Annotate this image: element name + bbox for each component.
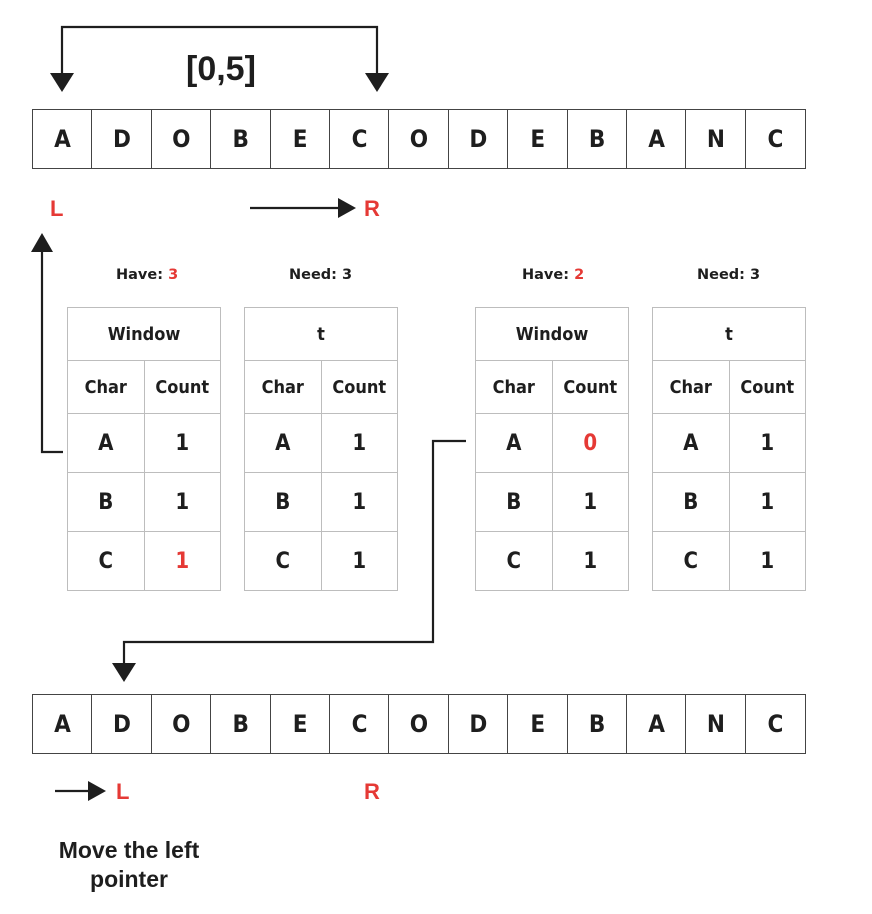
bottom-char: B	[566, 694, 628, 754]
row-count: 1	[728, 413, 806, 473]
row-count: 1	[551, 531, 629, 591]
row-count: 1	[320, 413, 398, 473]
row-count: 1	[551, 472, 629, 532]
range-bracket-right-arrowhead	[365, 73, 389, 92]
range-bracket-left-arrowhead	[50, 73, 74, 92]
table-title: t	[244, 307, 398, 361]
row-char: A	[652, 413, 730, 473]
have-value: 3	[168, 267, 179, 283]
row-char: C	[244, 531, 322, 591]
bottom-left-pointer: L	[116, 779, 130, 804]
count-header: Count	[551, 360, 629, 414]
bottom-right-pointer: R	[364, 779, 380, 804]
row-char: C	[652, 531, 730, 591]
right-pointer-arrowhead	[338, 198, 356, 218]
have-value: 2	[574, 267, 585, 283]
step-caption-line-1: Move the left	[58, 837, 200, 863]
bottom-char: D	[91, 694, 153, 754]
bottom-string: A D O B E C O D E B A N C	[32, 694, 806, 754]
row-char: A	[244, 413, 322, 473]
step-caption-line-2: pointer	[90, 866, 168, 892]
row-char: A	[475, 413, 553, 473]
table-title: Window	[67, 307, 221, 361]
right-window-table: Window Char Count A 0 B 1 C 1	[475, 307, 629, 591]
table-title: Window	[475, 307, 629, 361]
top-char: O	[150, 109, 212, 169]
top-char: C	[744, 109, 806, 169]
bottom-char: A	[32, 694, 93, 754]
top-char: B	[566, 109, 628, 169]
row-count-highlighted: 0	[551, 413, 629, 473]
row-count-highlighted: 1	[143, 531, 221, 591]
move-left-arrowhead	[112, 663, 136, 682]
left-pointer-arrowhead	[88, 781, 106, 801]
range-label: [0,5]	[186, 50, 256, 88]
row-char: B	[244, 472, 322, 532]
left-window-table: Window Char Count A 1 B 1 C 1	[67, 307, 221, 591]
count-header: Count	[320, 360, 398, 414]
row-count: 1	[320, 472, 398, 532]
top-char: E	[269, 109, 331, 169]
bottom-char: N	[685, 694, 747, 754]
top-char: C	[329, 109, 391, 169]
row-char: C	[475, 531, 553, 591]
top-char: B	[210, 109, 272, 169]
bottom-char: O	[388, 694, 450, 754]
bottom-char: E	[269, 694, 331, 754]
table-title: t	[652, 307, 806, 361]
have-label: Have:	[116, 267, 164, 283]
range-bracket	[60, 25, 379, 74]
top-char: A	[626, 109, 688, 169]
count-header: Count	[143, 360, 221, 414]
bottom-char: C	[329, 694, 391, 754]
have-label: Have:	[522, 267, 570, 283]
bottom-char: D	[447, 694, 509, 754]
left-return-arrowhead	[31, 233, 53, 252]
right-target-table: t Char Count A 1 B 1 C 1	[652, 307, 806, 591]
char-header: Char	[475, 360, 553, 414]
top-char: E	[507, 109, 569, 169]
right-have-caption: Have: 2	[522, 267, 584, 283]
left-target-table: t Char Count A 1 B 1 C 1	[244, 307, 398, 591]
top-char: D	[447, 109, 509, 169]
row-count: 1	[320, 531, 398, 591]
row-count: 1	[728, 531, 806, 591]
bottom-char: O	[150, 694, 212, 754]
step-caption: Move the left pointer	[24, 836, 234, 894]
char-header: Char	[652, 360, 730, 414]
row-char: C	[67, 531, 145, 591]
char-header: Char	[67, 360, 145, 414]
row-count: 1	[728, 472, 806, 532]
top-string: A D O B E C O D E B A N C	[32, 109, 806, 169]
row-char: B	[67, 472, 145, 532]
top-char: D	[91, 109, 153, 169]
count-header: Count	[728, 360, 806, 414]
top-right-pointer: R	[364, 196, 380, 221]
left-return-connector	[40, 250, 63, 454]
char-header: Char	[244, 360, 322, 414]
bottom-char: A	[626, 694, 688, 754]
left-have-caption: Have: 3	[116, 267, 178, 283]
row-char: B	[652, 472, 730, 532]
row-count: 1	[143, 472, 221, 532]
top-char: A	[32, 109, 93, 169]
bottom-char: E	[507, 694, 569, 754]
bottom-char: C	[744, 694, 806, 754]
right-need-caption: Need: 3	[697, 267, 761, 283]
row-char: A	[67, 413, 145, 473]
move-left-connector	[122, 439, 466, 664]
top-char: N	[685, 109, 747, 169]
left-need-caption: Need: 3	[289, 267, 353, 283]
row-char: B	[475, 472, 553, 532]
bottom-char: B	[210, 694, 272, 754]
row-count: 1	[143, 413, 221, 473]
top-left-pointer: L	[50, 196, 64, 221]
top-char: O	[388, 109, 450, 169]
